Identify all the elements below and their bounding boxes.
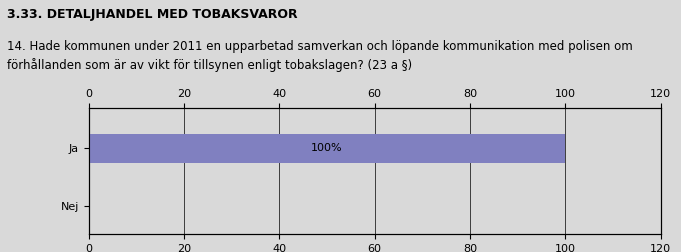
Text: 100%: 100% (311, 143, 343, 153)
Bar (89, 134, 565, 163)
Text: 3.33. DETALJHANDEL MED TOBAKSVAROR: 3.33. DETALJHANDEL MED TOBAKSVAROR (7, 8, 298, 21)
Text: 14. Hade kommunen under 2011 en upparbetad samverkan och löpande kommunikation m: 14. Hade kommunen under 2011 en upparbet… (7, 40, 633, 72)
